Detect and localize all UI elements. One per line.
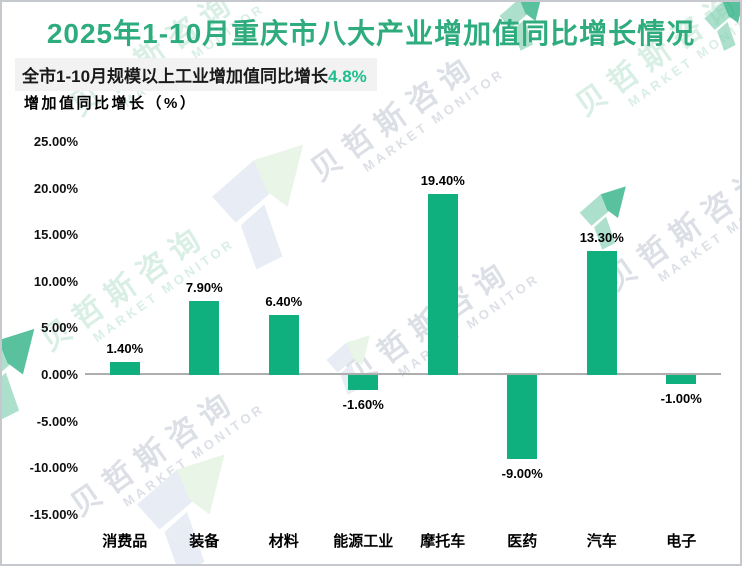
y-axis-tick-label: -10.00%: [29, 460, 78, 476]
bar-value-label: -1.00%: [660, 391, 702, 406]
bar-value-label: 1.40%: [106, 341, 144, 356]
chart-bar: [109, 362, 140, 375]
subtitle: 全市1-10月规模以上工业增加值同比增长4.8%: [15, 58, 377, 91]
chart-bar: [189, 301, 220, 375]
x-axis-category-label: 装备: [189, 533, 220, 550]
bar-value-label: -9.00%: [501, 466, 543, 481]
y-axis-title: 增加值同比增长（%）: [24, 95, 198, 112]
chart-bar: [586, 251, 617, 375]
x-axis-category-label: 能源工业: [333, 533, 394, 550]
bar-value-label: 19.40%: [420, 173, 465, 188]
x-axis-category-label: 摩托车: [420, 533, 466, 550]
bar-value-label: 7.90%: [185, 280, 223, 295]
x-axis-category-label: 电子: [666, 533, 697, 550]
x-axis-category-label: 消费品: [102, 533, 148, 550]
subtitle-text: 全市1-10月规模以上工业增加值同比增长: [22, 67, 329, 86]
y-axis-tick-label: 25.00%: [33, 134, 78, 149]
y-axis-tick-label: -5.00%: [36, 413, 78, 429]
y-axis-tick-label: 10.00%: [33, 273, 78, 289]
subtitle-highlight-value: 4.8%: [328, 67, 367, 86]
y-axis-tick-label: 20.00%: [33, 180, 78, 196]
chart-bar: [427, 194, 458, 375]
chart-bar: [507, 375, 538, 459]
y-axis-tick-label: -15.00%: [29, 506, 78, 522]
x-axis-category-label: 医药: [507, 533, 538, 550]
chart-bar: [268, 315, 299, 375]
x-axis-category-label: 汽车: [586, 533, 617, 550]
bar-value-label: 6.40%: [265, 294, 303, 309]
bar-value-label: 13.30%: [579, 230, 624, 245]
y-axis-tick-label: 5.00%: [41, 320, 78, 336]
x-axis-line: [85, 373, 721, 375]
chart-bar: [348, 375, 379, 390]
bar-value-label: -1.60%: [342, 397, 384, 412]
chart-bar: [666, 375, 697, 384]
page-title: 2025年1-10月重庆市八大产业增加值同比增长情况: [46, 18, 696, 49]
y-axis-tick-label: 15.00%: [33, 227, 78, 243]
y-axis-tick-label: 0.00%: [41, 367, 78, 382]
x-axis-category-label: 材料: [268, 533, 299, 550]
